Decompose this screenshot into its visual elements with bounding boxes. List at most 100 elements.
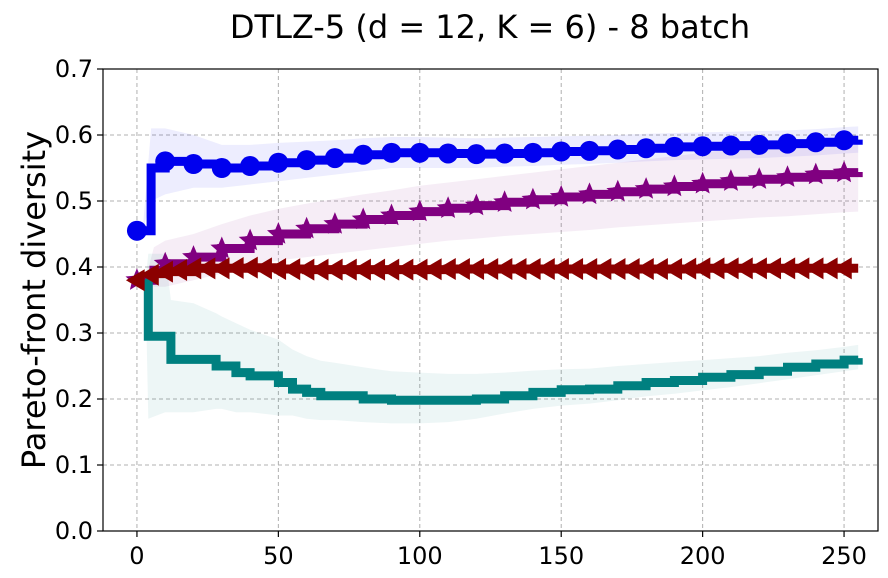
marker-purple-star xyxy=(634,177,658,199)
marker-darkred-triangle xyxy=(592,257,612,280)
marker-darkred-triangle xyxy=(818,257,838,280)
marker-blue-circle xyxy=(438,143,459,164)
marker-darkred-triangle xyxy=(550,257,569,280)
marker-darkred-triangle xyxy=(635,257,654,280)
series-line-teal-line xyxy=(136,275,863,405)
marker-purple-star xyxy=(549,185,573,207)
marker-darkred-triangle xyxy=(154,260,173,283)
marker-blue-circle xyxy=(211,158,232,178)
marker-darkred-triangle xyxy=(338,258,357,281)
marker-blue-circle xyxy=(692,136,713,157)
marker-blue-circle xyxy=(522,142,543,163)
marker-purple-star xyxy=(606,179,630,202)
marker-darkred-triangle xyxy=(422,258,442,281)
x-tick-label: 0 xyxy=(129,542,144,570)
marker-darkred-triangle xyxy=(309,258,329,281)
marker-blue-circle xyxy=(240,156,261,177)
marker-darkred-triangle xyxy=(833,257,852,280)
marker-darkred-triangle xyxy=(323,258,343,281)
marker-purple-star xyxy=(521,187,545,210)
marker-darkred-triangle xyxy=(705,257,725,280)
marker-darkred-triangle xyxy=(125,269,145,292)
marker-purple-star xyxy=(238,228,262,251)
marker-darkred-triangle xyxy=(776,257,796,280)
y-tick-label: 0.4 xyxy=(55,253,93,281)
marker-darkred-triangle xyxy=(140,263,159,286)
marker-darkred-triangle xyxy=(521,257,541,280)
marker-blue-circle xyxy=(381,142,402,163)
marker-purple-star xyxy=(747,167,771,189)
marker-darkred-triangle xyxy=(748,257,767,280)
marker-darkred-triangle xyxy=(691,257,711,280)
marker-darkred-triangle xyxy=(804,257,824,280)
axis-ticks: 0 50 100 150 200 250 0.0 0.1 0.2 0.3 0.4 0.5 0.6 0.7 xyxy=(55,55,867,570)
marker-purple-star xyxy=(691,171,714,194)
marker-blue-circle xyxy=(494,143,515,164)
marker-darkred-triangle xyxy=(606,257,626,280)
marker-purple-star xyxy=(804,162,828,185)
marker-blue-circle xyxy=(155,151,176,172)
marker-darkred-triangle xyxy=(479,257,499,280)
marker-purple-star xyxy=(323,212,347,234)
marker-darkred-triangle xyxy=(536,257,555,280)
marker-darkred-triangle xyxy=(168,258,188,281)
series-markers xyxy=(125,130,856,292)
marker-darkred-triangle xyxy=(493,257,513,280)
marker-blue-circle xyxy=(749,134,770,155)
marker-darkred-triangle xyxy=(380,258,400,281)
marker-darkred-triangle xyxy=(465,257,485,280)
marker-purple-star xyxy=(464,193,488,216)
marker-purple-star xyxy=(832,160,856,183)
marker-blue-circle xyxy=(805,132,826,153)
marker-darkred-triangle xyxy=(663,257,683,280)
chart-title: DTLZ-5 (d = 12, K = 6) - 8 batch xyxy=(230,8,750,46)
marker-purple-star xyxy=(493,190,517,212)
y-tick-label: 0.5 xyxy=(55,187,93,215)
marker-darkred-triangle xyxy=(790,257,810,280)
marker-blue-circle xyxy=(183,154,204,175)
marker-darkred-triangle xyxy=(408,258,428,281)
marker-darkred-triangle xyxy=(620,257,640,280)
marker-blue-circle xyxy=(268,152,289,173)
y-tick-label: 0.6 xyxy=(55,121,93,149)
marker-purple-star xyxy=(267,222,290,244)
marker-darkred-triangle xyxy=(210,257,230,280)
marker-darkred-triangle xyxy=(564,257,584,280)
marker-blue-circle xyxy=(324,148,345,169)
marker-darkred-triangle xyxy=(394,258,414,281)
y-tick-label: 0.3 xyxy=(55,319,93,347)
marker-darkred-triangle xyxy=(253,257,272,280)
marker-purple-star xyxy=(295,216,319,239)
x-tick-label: 200 xyxy=(680,542,726,570)
marker-blue-circle xyxy=(126,220,147,241)
x-tick-label: 100 xyxy=(397,542,443,570)
marker-darkred-triangle xyxy=(366,258,386,281)
marker-purple-star xyxy=(776,165,799,187)
marker-blue-circle xyxy=(409,142,430,163)
marker-blue-circle xyxy=(551,141,572,162)
marker-blue-circle xyxy=(664,136,685,157)
marker-darkred-triangle xyxy=(451,257,470,280)
marker-darkred-triangle xyxy=(281,258,301,281)
marker-purple-star xyxy=(210,236,234,259)
marker-darkred-triangle xyxy=(182,257,202,280)
marker-purple-star xyxy=(408,199,432,222)
marker-darkred-triangle xyxy=(352,258,371,281)
marker-darkred-triangle xyxy=(734,257,753,280)
marker-purple-star xyxy=(719,169,743,191)
marker-blue-circle xyxy=(353,144,374,165)
x-tick-label: 250 xyxy=(821,542,867,570)
marker-blue-circle xyxy=(636,138,657,159)
marker-darkred-triangle xyxy=(437,257,456,280)
marker-darkred-triangle xyxy=(224,256,244,279)
marker-blue-circle xyxy=(466,144,487,165)
marker-blue-circle xyxy=(720,135,741,156)
marker-blue-circle xyxy=(607,139,628,160)
marker-darkred-triangle xyxy=(649,257,668,280)
marker-darkred-triangle xyxy=(719,257,739,280)
marker-purple-star xyxy=(380,203,403,226)
x-tick-label: 150 xyxy=(538,542,584,570)
y-tick-label: 0.2 xyxy=(55,385,93,413)
plot-frame xyxy=(102,68,879,532)
